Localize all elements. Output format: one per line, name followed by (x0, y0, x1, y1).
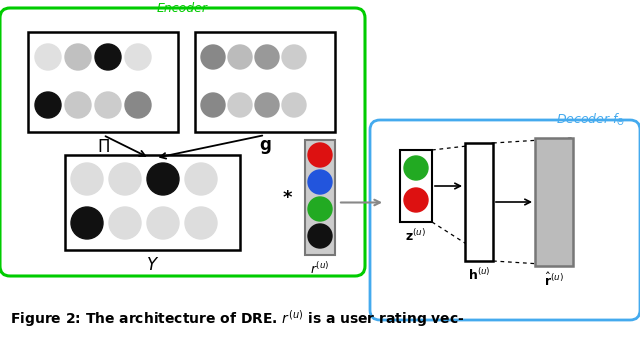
Bar (535, 138, 573, 266)
Text: $\mathbf{h}^{(u)}$: $\mathbf{h}^{(u)}$ (468, 267, 490, 283)
Circle shape (308, 197, 332, 221)
Circle shape (125, 44, 151, 70)
Circle shape (255, 93, 279, 117)
Bar (65, 155, 240, 250)
Text: $\mathbf{g}$: $\mathbf{g}$ (259, 138, 271, 156)
Circle shape (255, 45, 279, 69)
Bar (195, 32, 335, 132)
Text: $\hat{\mathbf{r}}^{(u)}$: $\hat{\mathbf{r}}^{(u)}$ (544, 272, 564, 289)
Circle shape (65, 92, 91, 118)
Text: $Y$: $Y$ (146, 256, 159, 274)
Circle shape (282, 45, 306, 69)
Text: $\Pi$: $\Pi$ (97, 138, 109, 156)
Circle shape (404, 188, 428, 212)
Text: Figure 2: The architecture of DRE. $r^{(u)}$ is a user rating vec-: Figure 2: The architecture of DRE. $r^{(… (10, 308, 465, 329)
Circle shape (228, 45, 252, 69)
Text: *: * (282, 189, 292, 207)
Circle shape (185, 163, 217, 195)
Circle shape (308, 224, 332, 248)
Circle shape (147, 163, 179, 195)
Text: $\mathbf{z}^{(u)}$: $\mathbf{z}^{(u)}$ (406, 228, 426, 244)
Circle shape (147, 207, 179, 239)
Circle shape (109, 207, 141, 239)
FancyBboxPatch shape (370, 120, 640, 320)
Circle shape (308, 170, 332, 194)
Bar (28, 32, 178, 132)
Text: $r^{(u)}$: $r^{(u)}$ (310, 261, 330, 277)
Circle shape (308, 143, 332, 167)
Circle shape (35, 44, 61, 70)
Circle shape (201, 45, 225, 69)
FancyBboxPatch shape (0, 8, 365, 276)
Circle shape (65, 44, 91, 70)
Circle shape (125, 92, 151, 118)
Circle shape (282, 93, 306, 117)
Circle shape (109, 163, 141, 195)
Text: Decoder $f_\Theta$: Decoder $f_\Theta$ (556, 112, 625, 128)
Bar (465, 143, 493, 261)
Circle shape (95, 44, 121, 70)
Circle shape (201, 93, 225, 117)
Circle shape (404, 156, 428, 180)
Circle shape (71, 163, 103, 195)
Circle shape (71, 207, 103, 239)
Circle shape (228, 93, 252, 117)
Bar (400, 150, 432, 222)
Bar (305, 140, 335, 255)
Text: Encoder: Encoder (157, 2, 208, 15)
Circle shape (35, 92, 61, 118)
Circle shape (185, 207, 217, 239)
Circle shape (95, 92, 121, 118)
